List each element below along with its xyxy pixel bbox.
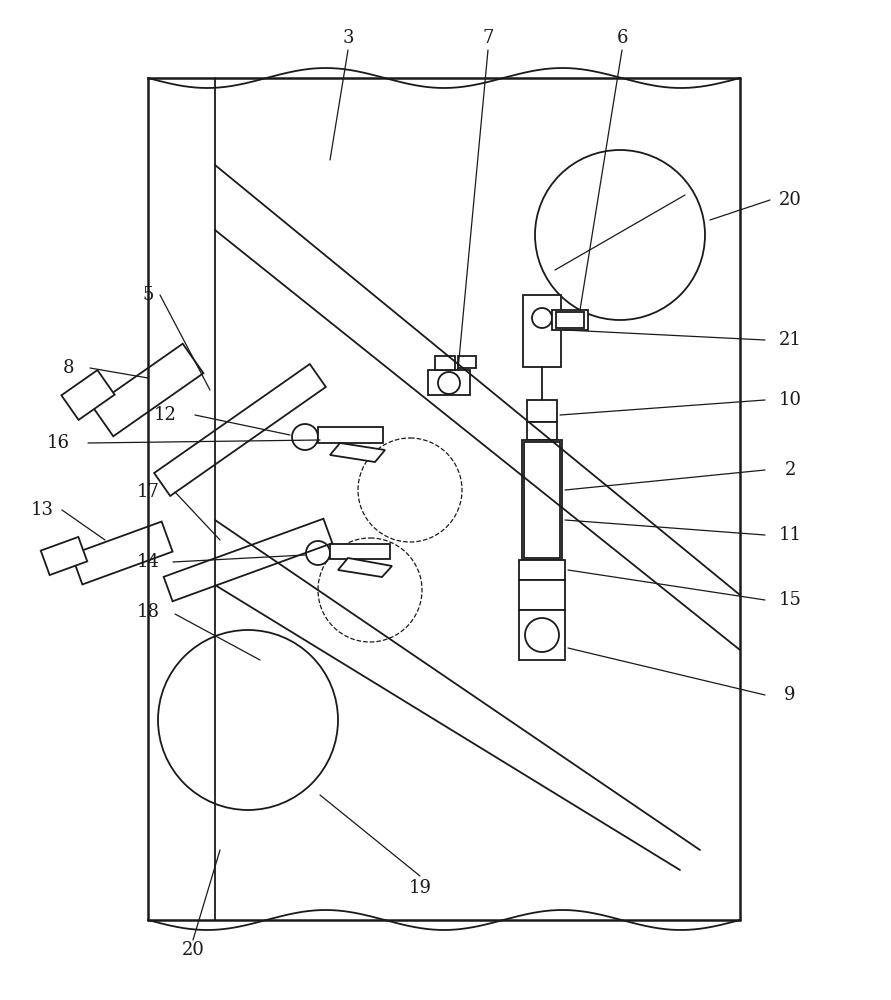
Polygon shape [330, 443, 385, 462]
Text: 8: 8 [62, 359, 74, 377]
Bar [330, 544, 390, 559]
Text: 15: 15 [779, 591, 801, 609]
Bar [519, 560, 565, 580]
Bar [556, 312, 584, 328]
Bar [519, 610, 565, 660]
Polygon shape [164, 519, 332, 601]
Text: 20: 20 [779, 191, 801, 209]
Polygon shape [154, 364, 326, 496]
Polygon shape [71, 522, 173, 584]
Polygon shape [61, 370, 115, 420]
Bar [428, 370, 470, 395]
Text: 18: 18 [136, 603, 159, 621]
Text: 14: 14 [136, 553, 159, 571]
Polygon shape [338, 558, 392, 577]
Bar [519, 580, 565, 610]
Text: 2: 2 [784, 461, 796, 479]
Bar [524, 442, 560, 558]
Text: 12: 12 [153, 406, 176, 424]
Text: 13: 13 [30, 501, 53, 519]
Bar [435, 356, 455, 370]
Bar [458, 356, 476, 368]
Bar [552, 310, 588, 330]
Text: 16: 16 [46, 434, 69, 452]
Text: 17: 17 [136, 483, 159, 501]
Polygon shape [41, 537, 87, 575]
Text: 21: 21 [779, 331, 801, 349]
Text: 6: 6 [617, 29, 628, 47]
Text: 19: 19 [408, 879, 431, 897]
Text: 5: 5 [143, 286, 153, 304]
Bar [527, 400, 557, 422]
Text: 20: 20 [182, 941, 204, 959]
Text: 3: 3 [342, 29, 354, 47]
Text: 9: 9 [784, 686, 796, 704]
Polygon shape [93, 344, 203, 436]
Bar [522, 440, 562, 560]
Text: 7: 7 [482, 29, 494, 47]
Text: 11: 11 [779, 526, 802, 544]
Bar [318, 427, 383, 443]
Text: 10: 10 [779, 391, 802, 409]
Bar [523, 295, 561, 367]
Bar [527, 422, 557, 440]
